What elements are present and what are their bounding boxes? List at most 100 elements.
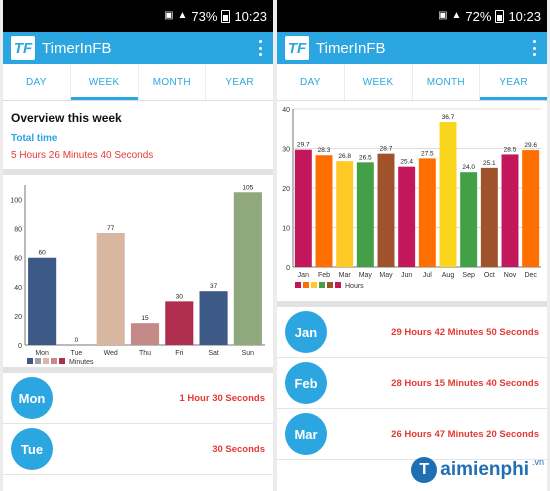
- list-item[interactable]: Jan 29 Hours 42 Minutes 50 Seconds: [277, 307, 547, 358]
- x-tick-label: Oct: [484, 272, 495, 279]
- x-tick-label: Aug: [442, 272, 455, 279]
- month-duration: 26 Hours 47 Minutes 20 Seconds: [391, 428, 539, 440]
- bar: [315, 155, 333, 267]
- y-tick-label: 10: [282, 226, 290, 233]
- overview-title: Overview this week: [11, 111, 122, 125]
- weekly-chart: 0 20 40 60 80 100 60 Mon 0 Tue 77 Wed 15 Thu 30 Fri 37 Sa…: [3, 175, 273, 367]
- x-tick-label: Sep: [462, 272, 475, 279]
- legend-swatch: [43, 358, 49, 364]
- legend-label: Minutes: [69, 359, 94, 366]
- app-logo: TF: [285, 36, 309, 60]
- app-title: TimerInFB: [316, 39, 386, 57]
- battery-icon: [221, 9, 231, 23]
- bar-value-label: 30: [176, 293, 184, 300]
- bar: [439, 122, 457, 267]
- x-tick-label: Tue: [71, 350, 83, 357]
- list-item[interactable]: Feb 28 Hours 15 Minutes 40 Seconds: [277, 358, 547, 409]
- status-bar: ▣ ▲ 72% 10:23: [277, 0, 547, 32]
- tab-day[interactable]: DAY: [277, 64, 345, 100]
- month-duration: 28 Hours 15 Minutes 40 Seconds: [391, 377, 539, 389]
- tab-year[interactable]: YEAR: [225, 76, 254, 88]
- x-tick-label: Jul: [423, 272, 432, 279]
- legend-swatch: [303, 282, 309, 288]
- x-tick-label: Nov: [504, 272, 517, 279]
- bar: [501, 154, 519, 267]
- y-tick-label: 30: [282, 147, 290, 154]
- bar: [199, 291, 228, 345]
- legend-swatch: [311, 282, 317, 288]
- bar-value-label: 77: [107, 225, 115, 232]
- list-item[interactable]: Mar 26 Hours 47 Minutes 20 Seconds: [277, 409, 547, 460]
- legend-swatch: [59, 358, 65, 364]
- list-item[interactable]: Tue 30 Seconds: [3, 424, 273, 475]
- month-duration: 29 Hours 42 Minutes 50 Seconds: [391, 326, 539, 338]
- bar-value-label: 24.0: [462, 164, 475, 171]
- x-tick-label: Sun: [242, 350, 255, 357]
- bar-value-label: 28.5: [504, 146, 517, 153]
- app-bar: TF TimerInFB: [3, 32, 273, 64]
- y-tick-label: 20: [14, 314, 22, 321]
- section-divider: [3, 169, 273, 175]
- weekly-bar-chart: 0 20 40 60 80 100 60 Mon 0 Tue 77 Wed 15 Thu 30 Fri 37 Sa…: [10, 184, 265, 366]
- battery-percent: 73%: [191, 8, 218, 24]
- watermark-suffix: .vn: [531, 457, 544, 467]
- watermark-text: aimienphi: [440, 459, 529, 480]
- total-time-value: 5 Hours 26 Minutes 40 Seconds: [11, 150, 154, 161]
- overflow-menu-icon[interactable]: [533, 40, 537, 56]
- yearly-chart: 0 10 20 30 40 29.7 Jan 28.3 Feb 26.8 Mar 26.5 May 28.…: [277, 101, 547, 301]
- tab-month[interactable]: MONTH: [139, 64, 207, 100]
- app-logo: TF: [11, 36, 35, 60]
- bar-value-label: 15: [141, 315, 149, 322]
- legend-swatch: [327, 282, 333, 288]
- y-tick-label: 100: [10, 198, 22, 205]
- bar-value-label: 29.7: [297, 142, 310, 149]
- bar: [28, 257, 57, 345]
- y-tick-label: 0: [18, 343, 22, 350]
- bar-value-label: 36.7: [442, 114, 455, 121]
- bar: [480, 167, 498, 267]
- y-tick-label: 60: [14, 256, 22, 263]
- period-tabs: DAY WEEK MONTH YEAR: [3, 64, 273, 101]
- bar-value-label: 27.5: [421, 150, 434, 157]
- bar-value-label: 25.4: [400, 159, 413, 166]
- period-tabs: DAY WEEK MONTH YEAR: [277, 64, 547, 101]
- app-title: TimerInFB: [42, 39, 112, 57]
- bar-value-label: 37: [210, 283, 218, 290]
- x-tick-label: Jan: [298, 272, 309, 279]
- day-duration: 30 Seconds: [212, 443, 265, 455]
- left-phone-screen: ▣ ▲ 73% 10:23 TF TimerInFB DAY WEEK MONT…: [3, 0, 273, 491]
- bar: [460, 172, 478, 267]
- legend-label: Hours: [345, 283, 364, 290]
- signal-icon: ▲: [177, 10, 188, 21]
- bar: [336, 161, 354, 267]
- legend-swatch: [319, 282, 325, 288]
- bar: [418, 158, 436, 267]
- legend-swatch: [27, 358, 33, 364]
- tab-week[interactable]: WEEK: [345, 64, 413, 100]
- x-tick-label: Wed: [104, 350, 118, 357]
- x-tick-label: Feb: [318, 272, 330, 279]
- bar-value-label: 28.3: [318, 147, 331, 154]
- list-item[interactable]: Mon 1 Hour 30 Seconds: [3, 373, 273, 424]
- tab-year[interactable]: YEAR: [480, 64, 547, 100]
- x-tick-label: May: [359, 272, 373, 279]
- tab-month[interactable]: MONTH: [413, 64, 481, 100]
- bar: [165, 301, 194, 345]
- day-badge: Tue: [11, 428, 53, 470]
- x-tick-label: Mon: [35, 350, 49, 357]
- bar: [233, 192, 262, 345]
- bar-value-label: 0: [75, 337, 79, 344]
- x-tick-label: Dec: [524, 272, 537, 279]
- day-badge: Mon: [11, 377, 53, 419]
- overflow-menu-icon[interactable]: [259, 40, 263, 56]
- bar: [377, 153, 395, 267]
- app-bar: TF TimerInFB: [277, 32, 547, 64]
- x-tick-label: Jun: [401, 272, 412, 279]
- y-tick-label: 80: [14, 227, 22, 234]
- legend-swatch: [51, 358, 57, 364]
- tab-day[interactable]: DAY: [3, 64, 71, 100]
- tab-week[interactable]: WEEK: [70, 64, 139, 100]
- signal-icon: ▲: [451, 10, 462, 21]
- bar-value-label: 26.8: [338, 153, 351, 160]
- x-tick-label: Thu: [139, 350, 151, 357]
